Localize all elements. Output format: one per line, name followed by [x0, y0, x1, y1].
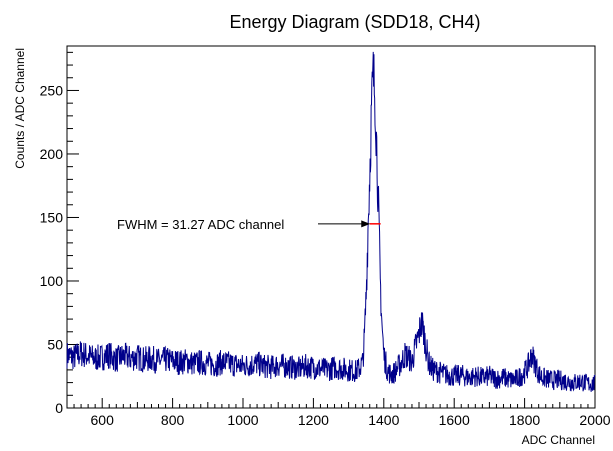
y-tick-label: 250 — [40, 82, 64, 98]
y-axis: 0 50 100 150 200 250 — [40, 51, 79, 416]
y-tick-label: 0 — [55, 400, 63, 416]
annotation-arrow-head — [361, 220, 371, 228]
x-tick-label: 1600 — [439, 412, 470, 428]
x-tick-label: 1200 — [298, 412, 329, 428]
x-tick-label: 1400 — [368, 412, 399, 428]
annotation-group: FWHM = 31.27 ADC channel — [117, 217, 381, 232]
y-tick-label: 200 — [40, 146, 64, 162]
x-tick-label: 1000 — [227, 412, 258, 428]
x-tick-label: 2000 — [579, 412, 610, 428]
y-tick-label: 150 — [40, 209, 64, 225]
x-tick-label: 600 — [91, 412, 115, 428]
plot-frame — [66, 45, 596, 409]
y-tick-label: 100 — [40, 273, 64, 289]
x-axis-label: ADC Channel — [522, 433, 595, 447]
y-axis-label: Counts / ADC Channel — [13, 48, 27, 169]
x-tick-label: 800 — [161, 412, 185, 428]
x-tick-label: 1800 — [509, 412, 540, 428]
series-line-0 — [66, 51, 596, 392]
chart-title: Energy Diagram (SDD18, CH4) — [229, 12, 480, 32]
fwhm-annotation: FWHM = 31.27 ADC channel — [117, 217, 284, 232]
y-tick-label: 50 — [47, 336, 63, 352]
x-axis: 600 800 1000 1200 1400 1600 1800 2000 — [66, 398, 611, 428]
series-group — [66, 51, 596, 392]
